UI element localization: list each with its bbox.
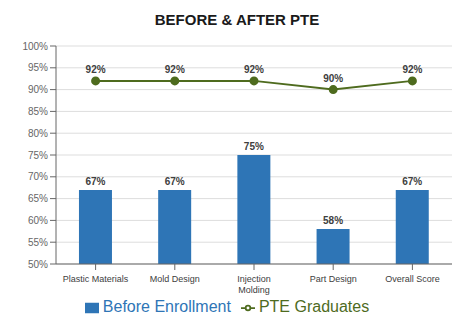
svg-text:58%: 58% (323, 215, 343, 226)
svg-text:Overall Score: Overall Score (385, 274, 440, 284)
svg-text:75%: 75% (28, 150, 48, 161)
svg-text:92%: 92% (165, 64, 185, 75)
svg-text:75%: 75% (244, 141, 264, 152)
svg-text:Mold Design: Mold Design (150, 274, 200, 284)
svg-text:92%: 92% (402, 64, 422, 75)
svg-text:90%: 90% (28, 84, 48, 95)
svg-text:95%: 95% (28, 62, 48, 73)
svg-text:60%: 60% (28, 215, 48, 226)
svg-text:92%: 92% (86, 64, 106, 75)
svg-text:85%: 85% (28, 106, 48, 117)
svg-text:65%: 65% (28, 193, 48, 204)
html-text:Before Enrollment: Before Enrollment (102, 298, 231, 315)
svg-text:92%: 92% (244, 64, 264, 75)
svg-text:Part Design: Part Design (310, 274, 357, 284)
svg-text:80%: 80% (28, 128, 48, 139)
svg-text:50%: 50% (28, 259, 48, 270)
svg-text:67%: 67% (85, 176, 105, 187)
svg-text:67%: 67% (402, 176, 422, 187)
svg-text:InjectionMolding: InjectionMolding (237, 274, 271, 295)
svg-text:90%: 90% (323, 73, 343, 84)
html-text:BEFORE & AFTER PTE: BEFORE & AFTER PTE (154, 11, 320, 28)
html-text:PTE Graduates: PTE Graduates (258, 298, 370, 315)
svg-text:100%: 100% (22, 41, 48, 52)
svg-text:70%: 70% (28, 171, 48, 182)
svg-text:Plastic Materials: Plastic Materials (63, 274, 129, 284)
svg-text:55%: 55% (28, 237, 48, 248)
svg-text:67%: 67% (165, 176, 185, 187)
